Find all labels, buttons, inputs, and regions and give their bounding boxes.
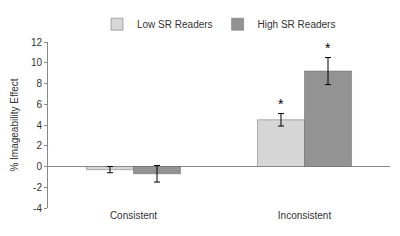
svg-text:6: 6	[36, 99, 42, 110]
svg-text:4: 4	[36, 120, 42, 131]
svg-text:-4: -4	[33, 203, 42, 214]
svg-text:2: 2	[36, 140, 42, 151]
svg-text:12: 12	[31, 37, 43, 48]
svg-text:8: 8	[36, 78, 42, 89]
svg-text:*: *	[325, 40, 331, 56]
svg-text:% Imageability Effect: % Imageability Effect	[9, 78, 20, 171]
svg-text:10: 10	[31, 57, 43, 68]
svg-text:Low SR Readers: Low SR Readers	[137, 19, 213, 30]
svg-text:Inconsistent: Inconsistent	[278, 210, 332, 221]
svg-text:Consistent: Consistent	[110, 210, 157, 221]
svg-text:0: 0	[36, 161, 42, 172]
svg-text:High SR Readers: High SR Readers	[258, 19, 336, 30]
svg-text:*: *	[278, 96, 284, 112]
svg-text:-2: -2	[33, 182, 42, 193]
